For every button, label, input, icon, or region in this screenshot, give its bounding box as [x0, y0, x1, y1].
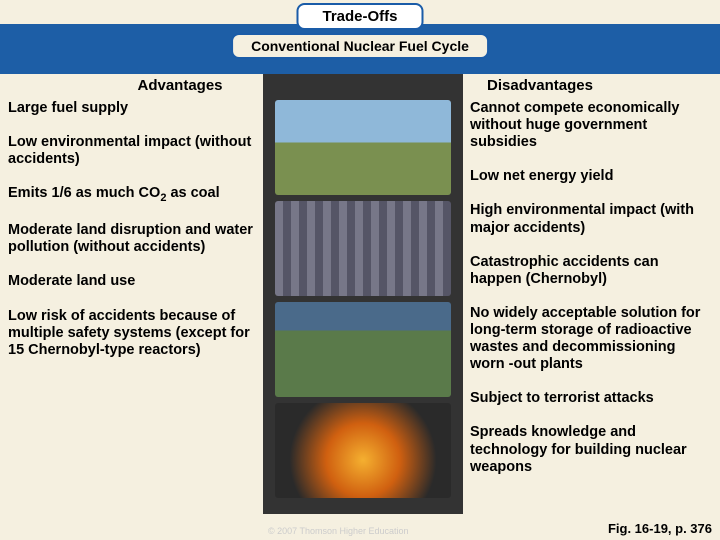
disadvantages-header: Disadvantages [360, 77, 720, 94]
center-image-stack [275, 100, 451, 500]
advantage-item: Moderate land disruption and water pollu… [8, 222, 263, 256]
advantages-header: Advantages [0, 77, 360, 94]
disadvantage-item: Subject to terrorist attacks [470, 390, 714, 407]
advantage-item: Moderate land use [8, 273, 263, 290]
disadvantage-item: Low net energy yield [470, 168, 714, 185]
image-explosion [275, 403, 451, 498]
image-facility [275, 302, 451, 397]
advantage-item: Low risk of accidents because of multipl… [8, 308, 263, 359]
disadvantage-item: Catastrophic accidents can happen (Chern… [470, 254, 714, 288]
disadvantages-column: Cannot compete economically without huge… [470, 100, 714, 493]
image-fuel-rods [275, 201, 451, 296]
disadvantage-item: Spreads knowledge and technology for bui… [470, 424, 714, 475]
subtitle-tab: Conventional Nuclear Fuel Cycle [231, 33, 489, 59]
column-headers: Advantages Disadvantages [0, 77, 720, 94]
disadvantage-item: No widely acceptable solution for long-t… [470, 305, 714, 373]
disadvantage-item: High environmental impact (with major ac… [470, 202, 714, 236]
advantages-column: Large fuel supply Low environmental impa… [8, 100, 263, 376]
copyright-text: © 2007 Thomson Higher Education [268, 526, 409, 536]
advantage-item: Emits 1/6 as much CO2 as coal [8, 185, 263, 205]
advantage-item: Large fuel supply [8, 100, 263, 117]
advantage-item: Low environmental impact (without accide… [8, 134, 263, 168]
disadvantage-item: Cannot compete economically without huge… [470, 100, 714, 151]
title-tab: Trade-Offs [296, 3, 423, 30]
slide: Trade-Offs Conventional Nuclear Fuel Cyc… [0, 0, 720, 540]
image-cooling-towers [275, 100, 451, 195]
figure-reference: Fig. 16-19, p. 376 [608, 521, 712, 536]
